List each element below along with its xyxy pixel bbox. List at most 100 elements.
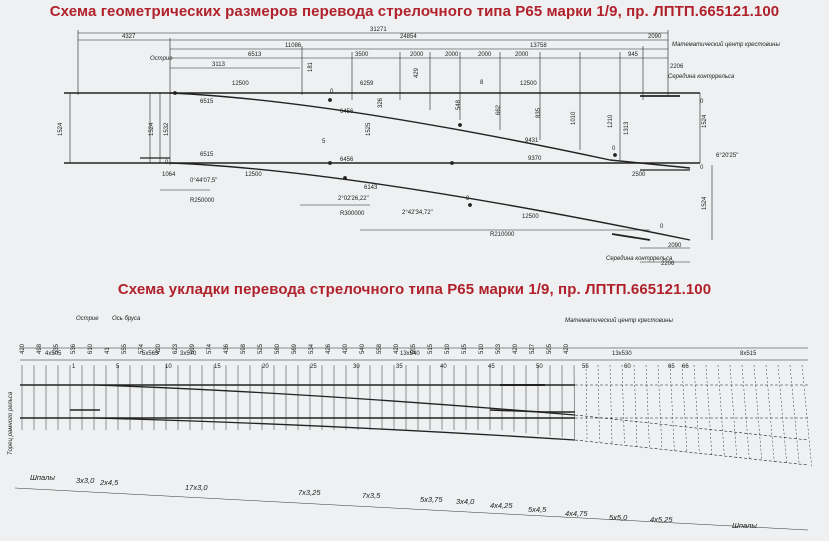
dim-12500-b: 12500: [520, 81, 537, 87]
index-50: 50: [536, 364, 543, 370]
dim-11086: 11086: [285, 43, 302, 49]
index-60: 60: [624, 364, 631, 370]
index-35: 35: [396, 364, 403, 370]
dim-2000-c: 2000: [478, 52, 492, 58]
sleeper-index-numbers: 1 5 10 15 20 25 30 35 40 45 50 55 60 65 66: [72, 364, 689, 370]
index-45: 45: [488, 364, 495, 370]
dim-1524-15: 1524: [702, 196, 708, 210]
dim-945: 945: [628, 52, 639, 58]
sleeper-value-12: 436: [224, 343, 230, 354]
angle-2-02: 2°02'26,22": [338, 196, 369, 202]
group-10: 4х4,75: [565, 509, 588, 518]
dim-181-0: 181: [308, 61, 314, 72]
dim-12500-a: 12500: [232, 81, 249, 87]
top-dim-8x515: 8x515: [740, 351, 757, 357]
dim-1064-26: 1064: [162, 172, 176, 178]
sleeper-59: [717, 364, 725, 457]
dim-2000-b: 2000: [445, 52, 459, 58]
sleeper-group-labels: Шпалы 3х3,0 2х4,5 17х3,0 7х3,25 7х3,5 5х3,75 3х…: [30, 473, 757, 530]
dim-12500-27: 12500: [245, 172, 262, 178]
point-label: Острие: [150, 56, 173, 62]
dim-2090: 2090: [648, 34, 662, 40]
group-2: 2х4,5: [99, 478, 119, 487]
sleeper-value-32: 420: [564, 343, 570, 354]
dim-1010-6: 1010: [571, 111, 577, 125]
layout-curved-rail-inner: [94, 384, 576, 416]
misc-dimensions: 181 429 8 548 662 835 1010 1210 1313 326 1525 1524 1…: [58, 61, 708, 267]
index-15: 15: [214, 364, 221, 370]
group-7: 3х4,0: [456, 497, 475, 506]
sleeper-value-22: 420: [394, 343, 400, 354]
dim-1532-12: 1532: [164, 122, 170, 136]
curved-rail-outer: [169, 162, 691, 241]
dim-2500-20: 2500: [632, 172, 646, 178]
sleeper-51: [621, 364, 625, 445]
layout-point-label: Острие: [76, 316, 99, 322]
index-10: 10: [165, 364, 172, 370]
sleeper-value-14: 525: [258, 343, 264, 354]
group-bracket-line: [14, 487, 809, 531]
dim-1525-10: 1525: [366, 122, 372, 136]
sleeper-63: [765, 364, 775, 462]
group-6: 5х3,75: [420, 495, 443, 504]
dim-1524-14: 1524: [702, 114, 708, 128]
dim-0-38: 0: [660, 224, 664, 230]
dim-9370-19: 9370: [528, 156, 542, 162]
curved-rail-inner: [169, 92, 691, 169]
layout-frog: [489, 409, 575, 413]
sleeper-value-26: 515: [462, 343, 468, 354]
dim-1524-13: 1524: [149, 122, 155, 136]
sleeper-value-labels: 420 498 535 536 610 41 555 574 420 623 619 574 436 59…: [20, 343, 570, 354]
dim-4327: 4327: [122, 34, 136, 40]
sleeper-value-0: 420: [20, 343, 26, 354]
dim-2206-31: 2206: [661, 261, 675, 267]
dim-0-35: 0: [165, 160, 169, 166]
dim-835-5: 835: [536, 107, 542, 118]
sleeper-value-28: 503: [496, 343, 502, 354]
dim-6259: 6259: [360, 81, 374, 87]
sleeper-value-3: 536: [71, 343, 77, 354]
dim-6515-22: 6515: [200, 152, 214, 158]
dim-13758: 13758: [530, 43, 547, 49]
sleeper-62: [753, 364, 763, 461]
dim-3500: 3500: [355, 52, 369, 58]
sleeper-value-23: 505: [411, 343, 417, 354]
group-5: 7х3,5: [362, 491, 381, 500]
group-1: 3х3,0: [76, 476, 95, 485]
index-40: 40: [440, 364, 447, 370]
sleeper-value-24: 515: [428, 343, 434, 354]
mid-frog-label: Середина контррельса: [668, 74, 735, 80]
sleeper-axis-label: Ось бруса: [112, 316, 141, 322]
group-4: 7х3,25: [298, 488, 321, 497]
mid-frog-bottom-label: Середина контррельса: [606, 256, 673, 262]
group-0: Шпалы: [30, 473, 55, 482]
sleeper-value-1: 498: [37, 343, 43, 354]
geometry-diagram-title: Схема геометрических размеров перевода с…: [49, 3, 780, 20]
dim-2000-d: 2000: [515, 52, 529, 58]
sleeper-value-27: 510: [479, 343, 485, 354]
top-dim-4x505: 4x505: [45, 351, 62, 357]
sleeper-value-29: 420: [513, 343, 519, 354]
dim-2000-a: 2000: [410, 52, 424, 58]
dim-R210000-29: R210000: [490, 232, 515, 238]
sleeper-65: [789, 364, 800, 465]
sleeper-60: [729, 364, 738, 458]
sleeper-61: [741, 364, 750, 460]
sleeper-value-20: 540: [360, 343, 366, 354]
index-25: 25: [310, 364, 317, 370]
sleeper-value-31: 505: [547, 343, 553, 354]
sleeper-53: [645, 364, 650, 448]
sleeper-58: [705, 364, 713, 455]
group-12: 4х5,25: [650, 515, 673, 524]
sleeper-52: [633, 364, 638, 447]
rail-end-label: Торец рамного рельса: [8, 391, 14, 455]
dim-1524-11: 1524: [58, 122, 64, 136]
group-8: 4х4,25: [490, 501, 513, 510]
sleeper-value-18: 426: [326, 343, 332, 354]
index-30: 30: [353, 364, 360, 370]
sleeper-value-6: 555: [122, 343, 128, 354]
dim-2090-30: 2090: [668, 243, 682, 249]
sleeper-48: [585, 364, 588, 441]
dim-1210-7: 1210: [608, 114, 614, 128]
